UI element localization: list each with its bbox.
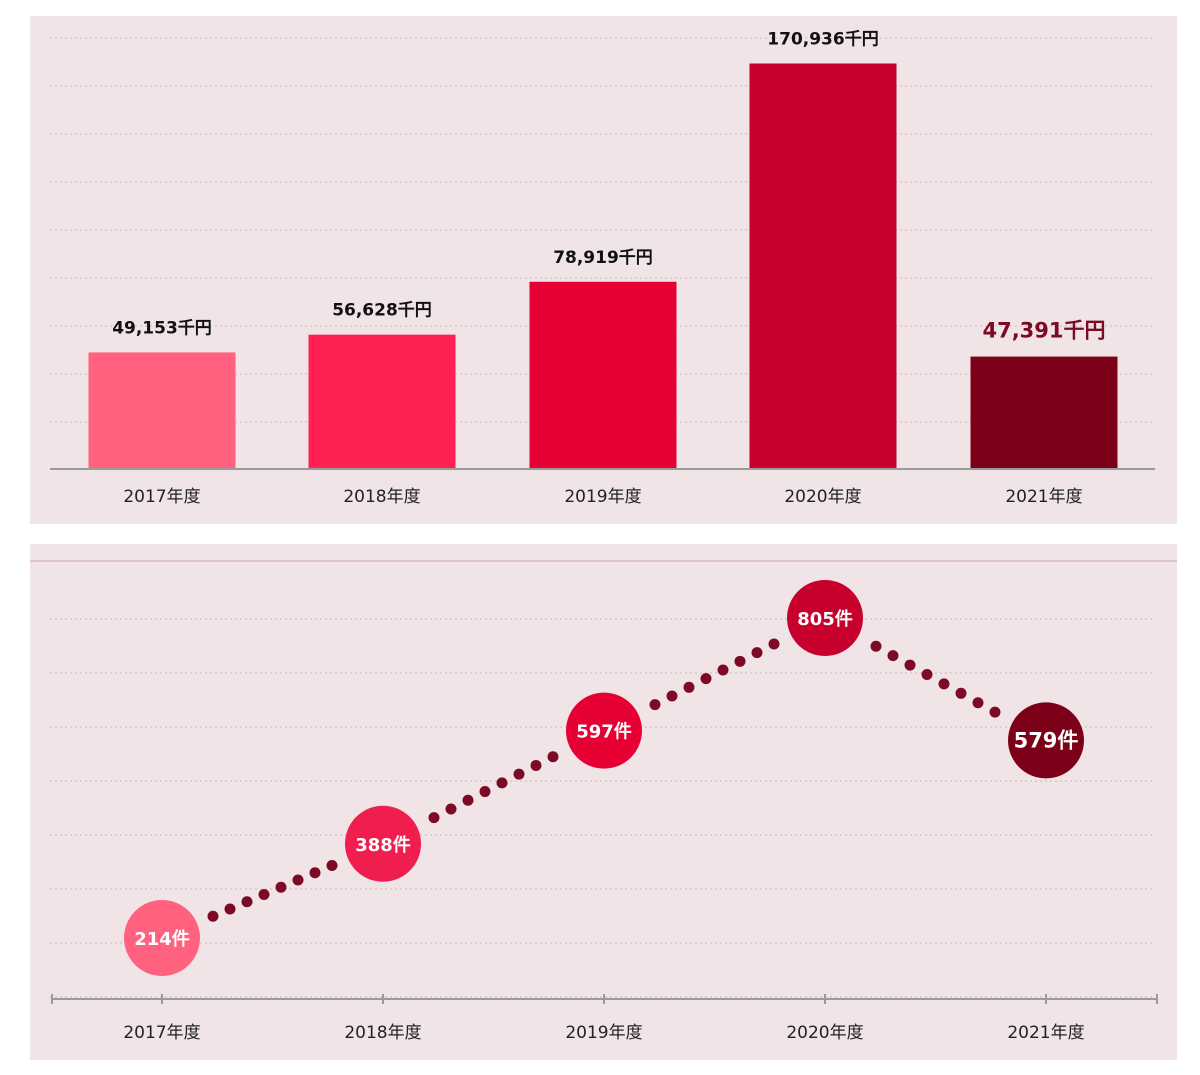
data-value-label: 805件 bbox=[797, 608, 853, 630]
line-dot bbox=[292, 874, 304, 886]
line-dot bbox=[530, 759, 542, 771]
line-dot bbox=[734, 655, 746, 667]
line-dot bbox=[275, 881, 287, 893]
line-dot bbox=[972, 697, 984, 709]
bar bbox=[529, 281, 677, 469]
bar-value-label: 47,391千円 bbox=[982, 319, 1105, 343]
data-bubble bbox=[124, 900, 200, 976]
line-chart-panel: 214件 2017年度 388件 2018年度 597件 2019年度 805件 2020年度… bbox=[30, 544, 1177, 1060]
line-dot bbox=[258, 889, 270, 901]
data-value-label: 597件 bbox=[576, 721, 632, 743]
line-dot bbox=[938, 678, 950, 690]
bar bbox=[88, 352, 236, 469]
data-bubble bbox=[1008, 702, 1084, 779]
bar-value-label: 49,153千円 bbox=[112, 318, 212, 338]
data-value-label: 214件 bbox=[134, 928, 190, 950]
line-dot bbox=[445, 803, 457, 815]
line-dot bbox=[870, 640, 882, 652]
x-tick-label: 2020年度 bbox=[784, 487, 861, 507]
bar-chart: 49,153千円 2017年度 56,628千円 2018年度 78,919千円 2019… bbox=[50, 30, 1155, 507]
line-dot bbox=[224, 903, 236, 915]
x-tick-label: 2017年度 bbox=[123, 487, 200, 507]
data-bubble bbox=[787, 580, 863, 656]
line-dot bbox=[207, 910, 219, 922]
line-dot bbox=[717, 664, 729, 676]
line-dot bbox=[700, 673, 712, 685]
line-chart: 214件 2017年度 388件 2018年度 597件 2019年度 805件 2020年度… bbox=[30, 560, 1177, 1043]
bar-chart-panel: 49,153千円 2017年度 56,628千円 2018年度 78,919千円 2019… bbox=[30, 16, 1177, 524]
bar-value-label: 170,936千円 bbox=[767, 30, 878, 50]
x-tick-label: 2019年度 bbox=[564, 487, 641, 507]
line-dot bbox=[768, 638, 780, 650]
line-dot bbox=[309, 867, 321, 879]
line-dot bbox=[428, 812, 440, 824]
data-value-label: 579件 bbox=[1014, 728, 1079, 752]
bar bbox=[308, 334, 456, 469]
line-dot bbox=[989, 706, 1001, 718]
bar bbox=[970, 356, 1118, 469]
line-dot bbox=[666, 690, 678, 702]
line-dot bbox=[887, 650, 899, 662]
line-dot bbox=[904, 659, 916, 671]
bar-value-label: 78,919千円 bbox=[553, 248, 653, 268]
data-value-label: 388件 bbox=[355, 834, 411, 856]
line-dot bbox=[751, 647, 763, 659]
data-bubble bbox=[345, 805, 421, 882]
line-dot bbox=[241, 896, 253, 908]
bar bbox=[749, 63, 897, 469]
x-tick-label: 2021年度 bbox=[1007, 1023, 1084, 1043]
x-tick-label: 2019年度 bbox=[565, 1023, 642, 1043]
x-tick-label: 2018年度 bbox=[343, 487, 420, 507]
line-dot bbox=[496, 777, 508, 789]
x-tick-label: 2020年度 bbox=[786, 1023, 863, 1043]
line-dot bbox=[479, 786, 491, 798]
data-bubble bbox=[566, 692, 642, 769]
line-dot bbox=[649, 699, 661, 711]
line-dot bbox=[921, 668, 933, 680]
x-tick-label: 2018年度 bbox=[344, 1023, 421, 1043]
line-dot bbox=[955, 687, 967, 699]
bar-value-label: 56,628千円 bbox=[332, 301, 432, 321]
line-dot bbox=[683, 681, 695, 693]
line-dot bbox=[547, 751, 559, 763]
line-dot bbox=[326, 860, 338, 872]
x-tick-label: 2017年度 bbox=[123, 1023, 200, 1043]
line-dot bbox=[462, 794, 474, 806]
line-dot bbox=[513, 768, 525, 780]
x-tick-label: 2021年度 bbox=[1005, 487, 1082, 507]
